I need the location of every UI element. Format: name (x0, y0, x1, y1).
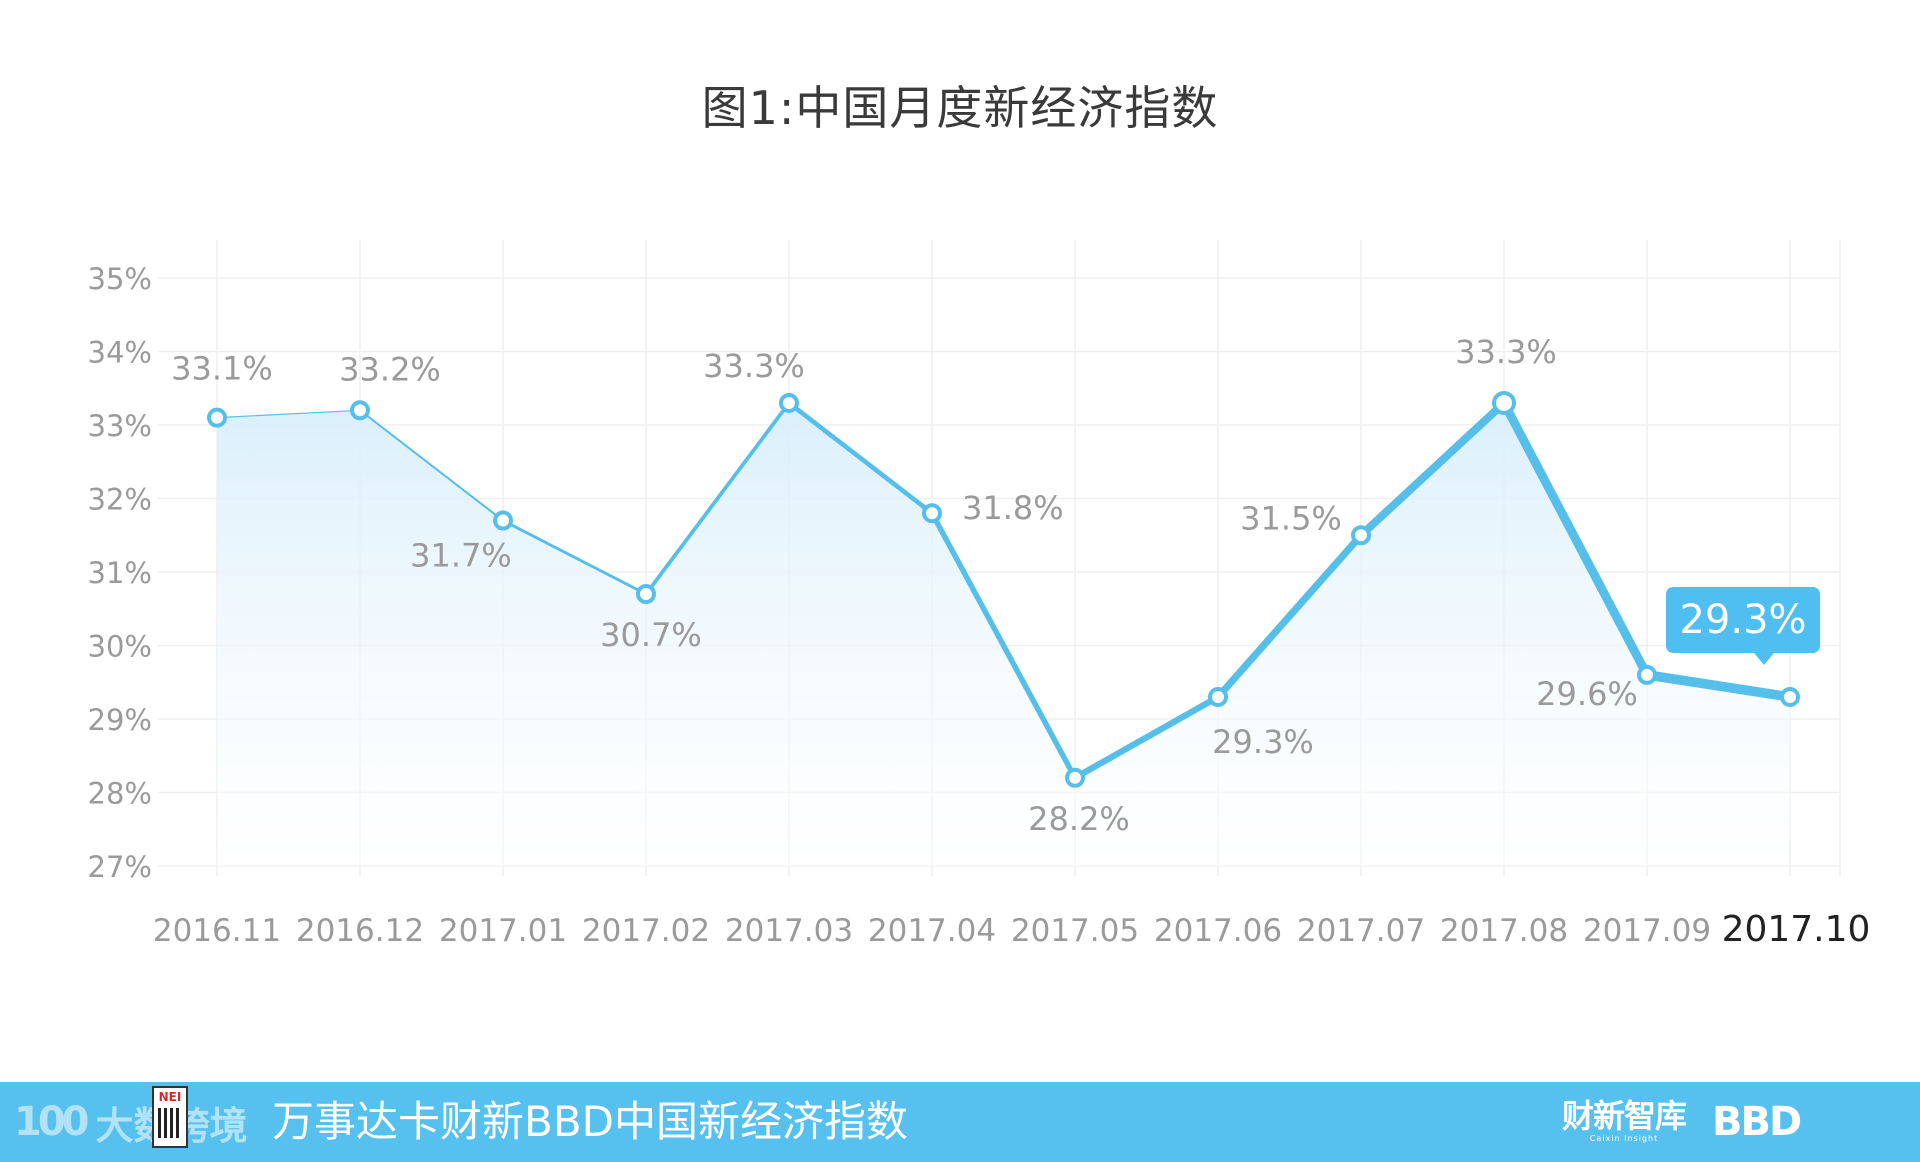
y-axis: 27% 28% 29% 30% 31% 32% 33% 34% 35% (88, 262, 152, 884)
x-axis: 2016.11 2016.12 2017.01 2017.02 2017.03 2017.… (153, 909, 1871, 950)
x-tick-label: 2017.06 (1154, 913, 1282, 949)
data-label: 31.5% (1240, 499, 1342, 537)
series-line-segment (1642, 670, 1795, 702)
area-fill (217, 402, 1790, 866)
data-label: 33.2% (339, 350, 441, 388)
series-line-segment (358, 409, 505, 522)
x-tick-label: 2017.03 (725, 913, 853, 949)
data-label: 33.3% (703, 347, 805, 385)
data-label: 31.7% (410, 537, 512, 575)
bbd-logo: BBD (1712, 1099, 1802, 1145)
data-label: 33.3% (1455, 333, 1557, 371)
data-point (1637, 664, 1657, 685)
callout-label: 29.3% (1679, 597, 1806, 643)
data-label: 29.6% (1536, 675, 1638, 713)
series-line-segment (929, 510, 1078, 781)
data-point (1065, 767, 1085, 788)
callout-layer: 29.3% (1666, 586, 1820, 665)
series-line-segment (786, 400, 935, 516)
x-tick-label: 2017.09 (1583, 913, 1711, 949)
data-point (207, 407, 227, 428)
chart-title: 图1:中国月度新经济指数 (701, 81, 1219, 135)
data-label: 29.3% (1212, 723, 1314, 761)
area-layer (217, 402, 1790, 866)
line-layer (216, 398, 1795, 781)
y-tick-label: 31% (88, 556, 152, 590)
data-point (350, 400, 370, 421)
footer-bar: 100 大数跨境 NEI 万事达卡财新BBD中国新经济指数 财新智库 Caixi… (0, 1082, 1920, 1162)
series-line-segment (644, 401, 791, 596)
data-point (1208, 686, 1228, 707)
data-point (493, 510, 513, 531)
nei-badge-text: NEI (158, 1090, 182, 1104)
x-tick-label: 2017.04 (868, 913, 996, 949)
data-label: 33.1% (171, 350, 273, 388)
series-line-segment (501, 519, 648, 596)
y-tick-label: 34% (88, 336, 152, 370)
data-point (1780, 686, 1800, 707)
x-tick-label: 2017.05 (1011, 913, 1139, 949)
caixin-logo-subtext: Caixin Insight (1589, 1134, 1659, 1143)
x-tick-label: 2017.02 (582, 913, 710, 949)
series-line-segment (1499, 398, 1652, 680)
line-chart: 33.1% 33.2% 31.7% 30.7% 33.3% 31.8% 28.2% 29.3%… (88, 240, 1871, 950)
series-line-segment (1214, 531, 1365, 701)
series-line-segment (1071, 693, 1222, 781)
x-tick-label: 2017.10 (1722, 909, 1871, 950)
data-point (636, 584, 656, 605)
data-label: 31.8% (962, 489, 1064, 527)
y-tick-label: 30% (88, 630, 152, 664)
callout-bubble (1666, 586, 1820, 665)
y-tick-label: 28% (88, 777, 152, 811)
data-label: 28.2% (1028, 800, 1130, 838)
data-point (922, 503, 942, 524)
data-point (1351, 525, 1371, 546)
data-label: 30.7% (600, 616, 702, 654)
series-line-segment (216, 409, 361, 419)
x-tick-label: 2017.07 (1297, 913, 1425, 949)
caixin-logo-text: 财新智库 (1562, 1097, 1687, 1135)
series-line-segment (1357, 398, 1508, 540)
nei-badge: NEI (152, 1086, 188, 1148)
label-layer: 33.1% 33.2% 31.7% 30.7% 33.3% 31.8% 28.2% 29.3%… (171, 333, 1638, 838)
y-tick-label: 35% (88, 262, 152, 296)
watermark-logo: 100 (14, 1099, 89, 1145)
y-tick-label: 27% (88, 850, 152, 884)
data-point (1492, 390, 1516, 415)
y-tick-label: 32% (88, 483, 152, 517)
x-tick-label: 2016.12 (296, 913, 424, 949)
barcode-icon (158, 1108, 182, 1138)
watermark: 100 大数跨境 (14, 1092, 248, 1152)
y-tick-label: 33% (88, 409, 152, 443)
x-tick-label: 2017.01 (439, 913, 567, 949)
point-layer (207, 390, 1800, 788)
footer-title: 万事达卡财新BBD中国新经济指数 (272, 1097, 908, 1146)
caixin-logo: 财新智库 Caixin Insight (1562, 1097, 1687, 1144)
x-tick-label: 2016.11 (153, 913, 281, 949)
x-tick-label: 2017.08 (1440, 913, 1568, 949)
data-point (779, 392, 799, 413)
y-tick-label: 29% (88, 703, 152, 737)
